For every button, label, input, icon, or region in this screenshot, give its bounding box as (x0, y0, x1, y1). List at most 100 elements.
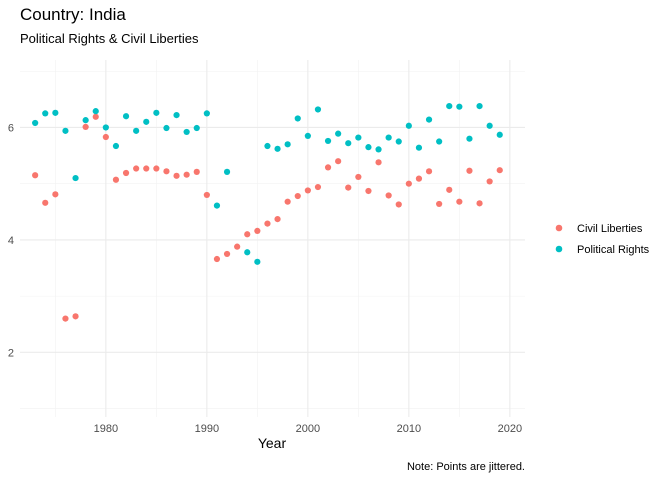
data-point (405, 122, 412, 129)
data-point (345, 140, 352, 147)
data-point (133, 127, 140, 134)
data-point (335, 130, 342, 137)
data-point (153, 109, 160, 116)
data-point (425, 168, 433, 175)
data-point (52, 191, 59, 198)
legend-key (555, 224, 563, 232)
data-point (122, 169, 130, 177)
data-point (213, 255, 221, 263)
chart-subtitle: Political Rights & Civil Liberties (20, 31, 199, 46)
data-point (163, 168, 170, 175)
x-tick-label: 1990 (195, 423, 219, 435)
data-point (112, 142, 120, 150)
data-point (42, 110, 49, 117)
x-tick-label: 1980 (94, 423, 118, 435)
data-point (415, 175, 423, 182)
y-tick-label: 4 (8, 235, 14, 247)
data-point (355, 173, 362, 181)
data-point (314, 106, 322, 113)
data-point (395, 201, 402, 208)
data-point (193, 124, 200, 132)
data-point (112, 176, 120, 183)
data-point (446, 186, 453, 193)
data-point (92, 113, 99, 120)
data-point (234, 243, 241, 250)
data-point (385, 134, 392, 141)
data-point (62, 315, 69, 322)
data-point (223, 168, 231, 175)
data-point (456, 103, 463, 110)
data-point (355, 134, 362, 141)
x-axis-title: Year (258, 435, 287, 451)
data-point (324, 137, 332, 145)
data-point (274, 216, 281, 223)
data-point (466, 167, 473, 174)
y-tick-label: 2 (8, 347, 14, 359)
data-point (244, 249, 251, 256)
data-point (42, 199, 49, 206)
data-point (274, 145, 281, 152)
x-tick-label: 2000 (296, 423, 320, 435)
data-point (32, 172, 39, 179)
data-point (82, 117, 89, 124)
data-point (324, 164, 332, 171)
data-point (496, 167, 503, 174)
data-point (143, 165, 150, 172)
data-point (173, 172, 180, 179)
data-point (284, 141, 291, 148)
data-point (133, 165, 140, 172)
data-point (143, 118, 150, 125)
data-point (203, 110, 210, 117)
legend: Civil Liberties Political Rights (555, 223, 650, 256)
chart-title: Country: India (20, 5, 126, 24)
data-point (436, 138, 443, 145)
data-point (82, 123, 89, 131)
data-point (486, 178, 493, 185)
y-tick-labels: 2 4 6 (8, 122, 14, 359)
data-point (304, 187, 311, 194)
data-point (375, 159, 382, 166)
data-point (223, 250, 231, 258)
data-point (122, 113, 130, 120)
data-point (456, 198, 463, 205)
data-point (102, 124, 109, 131)
data-point (244, 231, 251, 238)
data-point (476, 200, 483, 207)
data-point (415, 144, 423, 151)
data-point (365, 187, 372, 195)
data-point (163, 124, 170, 132)
data-point (425, 116, 433, 123)
data-point (254, 227, 261, 235)
data-point (72, 174, 79, 182)
data-point (92, 108, 99, 115)
data-point (264, 142, 271, 150)
data-point (102, 133, 109, 141)
y-tick-label: 6 (8, 122, 14, 134)
data-point (32, 119, 39, 127)
data-point (496, 131, 503, 138)
data-point (476, 103, 483, 110)
data-point (405, 180, 412, 187)
data-point (365, 144, 372, 151)
data-point (52, 109, 59, 116)
data-point (486, 122, 493, 129)
x-tick-label: 2020 (498, 423, 522, 435)
grid (20, 60, 525, 417)
data-point (304, 132, 311, 139)
data-point (153, 165, 160, 172)
legend-label: Political Rights (577, 244, 650, 256)
legend-key (555, 245, 563, 253)
data-point (254, 258, 261, 265)
data-point (264, 220, 271, 227)
data-points (32, 103, 503, 322)
x-tick-labels: 1980 1990 2000 2010 2020 (94, 423, 522, 435)
data-point (375, 146, 382, 153)
data-point (72, 313, 79, 320)
data-point (62, 127, 69, 134)
data-point (345, 184, 352, 191)
data-point (436, 200, 443, 208)
chart-caption: Note: Points are jittered. (407, 461, 525, 473)
data-point (294, 192, 301, 200)
data-point (446, 103, 453, 110)
